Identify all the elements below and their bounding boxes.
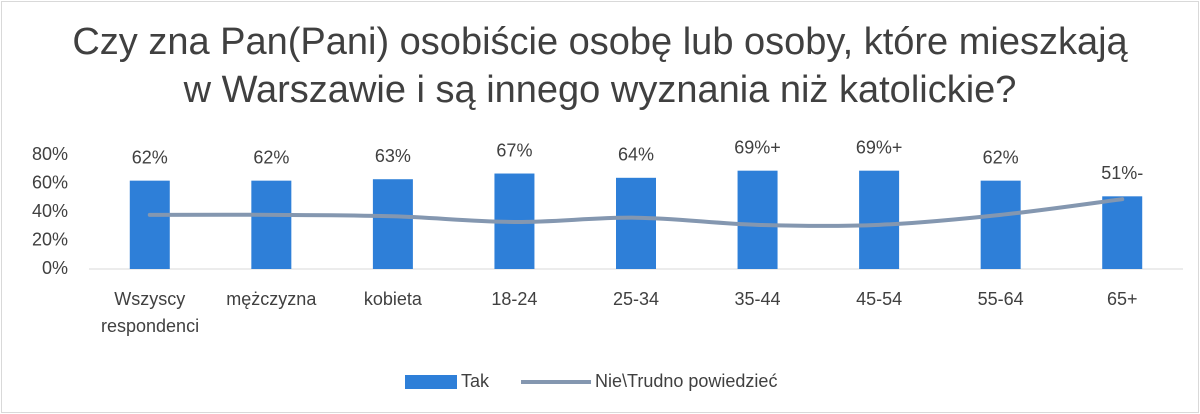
x-tick-label: 25-34 <box>612 289 660 309</box>
x-tick-label: kobieta <box>363 289 422 309</box>
y-tick-label: 60% <box>32 172 68 192</box>
line <box>147 197 1125 228</box>
data-label: 67% <box>496 140 532 160</box>
x-tick-label: 45-54 <box>856 289 903 309</box>
x-tick-label: 55-64 <box>977 289 1024 309</box>
data-label: 62% <box>132 147 168 167</box>
x-tick-label: 35-44 <box>734 289 781 309</box>
bar <box>251 180 292 269</box>
y-tick-label: 40% <box>32 201 68 221</box>
bar <box>372 179 413 269</box>
y-tick-label: 80% <box>32 144 68 164</box>
legend-label: Nie\Trudno powiedzieć <box>595 371 777 391</box>
data-label: 69%+ <box>734 137 781 157</box>
data-label: 69%+ <box>856 137 903 157</box>
bar <box>859 170 900 269</box>
data-label: 51%- <box>1101 163 1143 183</box>
bar <box>737 170 778 269</box>
data-label: 62% <box>253 147 289 167</box>
y-tick-label: 20% <box>32 229 68 249</box>
x-tick-label: 65+ <box>1106 289 1138 309</box>
bar <box>616 177 656 269</box>
x-tick-label: Wszyscy respondenci <box>101 289 200 336</box>
x-tick-label: 18-24 <box>491 289 538 309</box>
legend-label: Tak <box>461 371 490 391</box>
data-label: 63% <box>375 146 411 166</box>
x-tick-label: mężczyzna <box>226 289 317 309</box>
chart-title: Czy zna Pan(Pani) osobiście osobę lub os… <box>72 21 1128 111</box>
bar <box>980 180 1021 269</box>
y-tick-label: 0% <box>42 258 68 278</box>
legend-swatch <box>405 375 457 389</box>
bar <box>129 180 170 269</box>
bar <box>1102 196 1143 269</box>
data-label: 64% <box>618 145 654 165</box>
data-label: 62% <box>983 147 1019 167</box>
